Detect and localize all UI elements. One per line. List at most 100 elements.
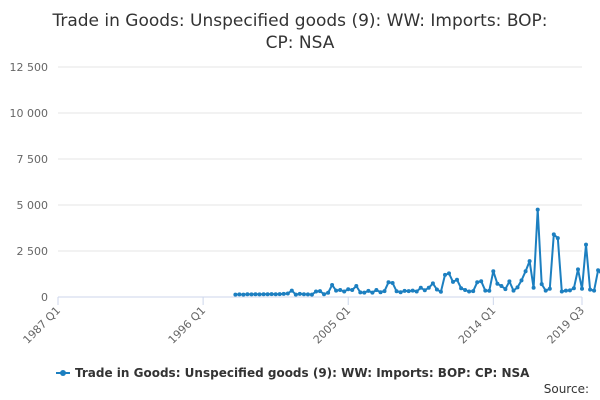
data-point[interactable] <box>430 281 435 286</box>
data-point[interactable] <box>309 292 314 297</box>
data-point[interactable] <box>249 292 254 297</box>
data-point[interactable] <box>559 289 564 294</box>
data-point[interactable] <box>390 281 395 285</box>
data-point[interactable] <box>418 285 423 290</box>
y-tick-label: 0 <box>41 291 48 304</box>
data-point[interactable] <box>580 286 584 291</box>
data-point[interactable] <box>459 286 464 291</box>
data-point[interactable] <box>281 291 286 296</box>
data-point[interactable] <box>378 290 383 295</box>
data-point[interactable] <box>434 287 439 292</box>
data-point[interactable] <box>527 259 532 264</box>
data-point[interactable] <box>467 289 472 294</box>
data-point[interactable] <box>515 285 520 290</box>
data-point[interactable] <box>511 288 516 293</box>
data-point[interactable] <box>297 291 302 296</box>
data-point[interactable] <box>394 289 399 294</box>
data-point[interactable] <box>350 288 355 292</box>
data-point[interactable] <box>314 289 318 294</box>
data-point[interactable] <box>261 292 266 297</box>
data-point[interactable] <box>443 272 447 277</box>
x-tick-label: 1996 Q1 <box>166 304 209 347</box>
data-point[interactable] <box>293 292 298 297</box>
data-point[interactable] <box>257 292 262 297</box>
data-point[interactable] <box>584 242 588 247</box>
data-point[interactable] <box>334 288 339 293</box>
data-point[interactable] <box>277 292 282 297</box>
data-point[interactable] <box>519 278 524 283</box>
data-point[interactable] <box>366 288 371 293</box>
legend[interactable]: Trade in Goods: Unspecified goods (9): W… <box>56 366 530 380</box>
data-point[interactable] <box>318 289 322 294</box>
y-tick-label: 10 000 <box>10 107 49 120</box>
data-point[interactable] <box>426 285 431 290</box>
data-point[interactable] <box>487 288 492 293</box>
data-point[interactable] <box>326 290 331 295</box>
data-point[interactable] <box>539 282 544 287</box>
data-point[interactable] <box>455 277 459 282</box>
data-point[interactable] <box>576 267 580 272</box>
data-point[interactable] <box>374 288 379 292</box>
data-point[interactable] <box>398 290 403 295</box>
data-point[interactable] <box>342 289 347 294</box>
data-point[interactable] <box>245 292 250 297</box>
data-point[interactable] <box>422 288 427 293</box>
data-point[interactable] <box>265 292 270 297</box>
data-point[interactable] <box>386 280 391 285</box>
data-point[interactable] <box>273 292 278 297</box>
data-point[interactable] <box>406 289 411 294</box>
data-point[interactable] <box>358 290 363 295</box>
data-point[interactable] <box>555 236 560 241</box>
data-point[interactable] <box>233 292 238 297</box>
data-point[interactable] <box>567 288 572 293</box>
data-point[interactable] <box>451 279 455 284</box>
gridlines <box>58 66 582 298</box>
data-point[interactable] <box>414 289 419 294</box>
data-point[interactable] <box>330 283 335 287</box>
data-point[interactable] <box>523 269 528 274</box>
data-point[interactable] <box>382 289 387 294</box>
data-point[interactable] <box>410 288 415 293</box>
data-point[interactable] <box>475 280 480 285</box>
data-point[interactable] <box>338 288 343 292</box>
data-point[interactable] <box>563 288 568 293</box>
data-point[interactable] <box>551 232 556 237</box>
data-point[interactable] <box>543 288 548 293</box>
data-point[interactable] <box>535 207 540 212</box>
data-point[interactable] <box>547 286 552 291</box>
data-point[interactable] <box>354 284 359 288</box>
data-point[interactable] <box>289 288 294 293</box>
data-point[interactable] <box>237 292 242 297</box>
data-point[interactable] <box>346 287 351 292</box>
data-point[interactable] <box>596 268 600 273</box>
y-tick-label: 7 500 <box>17 153 49 166</box>
data-point[interactable] <box>305 292 310 297</box>
data-point[interactable] <box>370 290 375 295</box>
data-point[interactable] <box>507 279 512 284</box>
data-point[interactable] <box>571 286 576 291</box>
data-point[interactable] <box>463 288 468 292</box>
x-tick-label: 2019 Q3 <box>545 304 588 347</box>
data-point[interactable] <box>592 288 597 293</box>
data-point[interactable] <box>241 292 246 297</box>
data-point[interactable] <box>483 288 488 293</box>
data-point[interactable] <box>322 292 326 297</box>
data-point[interactable] <box>479 279 484 284</box>
data-point[interactable] <box>491 269 496 274</box>
data-point[interactable] <box>588 287 593 292</box>
data-point[interactable] <box>285 291 290 296</box>
legend-marker-swatch <box>60 370 66 376</box>
data-point[interactable] <box>269 292 274 297</box>
data-point[interactable] <box>402 288 407 293</box>
data-point[interactable] <box>531 285 536 290</box>
data-point[interactable] <box>503 287 508 292</box>
data-point[interactable] <box>447 271 451 276</box>
data-point[interactable] <box>362 290 367 295</box>
data-point[interactable] <box>301 292 306 297</box>
data-point[interactable] <box>495 281 500 286</box>
y-tick-label: 12 500 <box>10 61 49 74</box>
data-point[interactable] <box>471 289 476 294</box>
data-point[interactable] <box>499 284 504 288</box>
data-point[interactable] <box>438 289 443 294</box>
data-point[interactable] <box>253 292 258 297</box>
